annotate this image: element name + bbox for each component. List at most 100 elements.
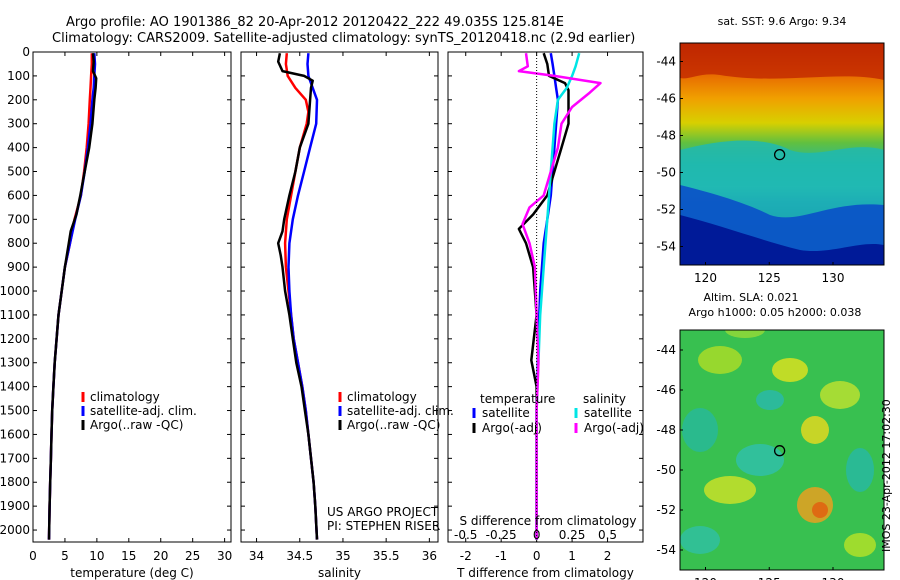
series-line-climatology: [47, 53, 94, 540]
profile-panel-salinity: 34 34.5 35 35.5 36 salinity: [240, 51, 439, 580]
sla-anomaly: [820, 381, 860, 409]
map-x-tick-label: 120: [694, 271, 717, 285]
argo-float-marker: [773, 148, 786, 161]
top-tick-label: 0: [533, 528, 541, 542]
map-title: Altim. SLA: 0.021: [703, 291, 798, 304]
x-tick-label: 30: [217, 549, 232, 563]
series-line-salinity-argo-adj-: [517, 53, 602, 540]
map-title: sat. SST: 9.6 Argo: 9.34: [718, 15, 847, 28]
sla-anomaly: [772, 358, 808, 382]
y-tick-label: 1100: [0, 308, 30, 322]
map-y-tick-label: -52: [656, 503, 676, 517]
x-tick-label: 35.5: [373, 549, 400, 563]
legend-label: Argo(-adj): [482, 421, 542, 435]
y-tick-label: 100: [7, 69, 30, 83]
x-tick-label: 1: [568, 549, 576, 563]
x-axis-label: T difference from climatology: [456, 566, 634, 580]
panel-frame: [32, 51, 232, 543]
sla-anomaly: [698, 346, 742, 374]
x-tick-label: 36: [422, 549, 437, 563]
argo-float-marker: [773, 445, 786, 457]
x-axis-label: temperature (deg C): [70, 566, 193, 580]
x-tick-label: 34: [249, 549, 264, 563]
legend-heading: temperature: [480, 392, 555, 406]
y-tick-label: 300: [7, 117, 30, 131]
map-y-tick-label: -48: [656, 423, 676, 437]
legend-label: satellite-adj. clim.: [90, 404, 197, 418]
sla-anomaly: [682, 408, 718, 452]
y-tick-label: 1400: [0, 380, 30, 394]
legend-label: satellite: [482, 406, 530, 420]
x-tick-label: 2: [604, 549, 612, 563]
x-tick-label: -1: [495, 549, 507, 563]
y-tick-label: 200: [7, 93, 30, 107]
y-tick-label: 1900: [0, 499, 30, 513]
y-tick-label: 900: [7, 260, 30, 274]
project-annotation: US ARGO PROJECT: [327, 505, 439, 519]
top-tick-label: 0.25: [559, 528, 586, 542]
sla-anomaly: [801, 416, 829, 444]
profile-panel-difference: -2 -1 0 1 2 T difference from climatology: [447, 51, 644, 580]
panel-frame: [240, 51, 439, 543]
x-tick-label: 34.5: [286, 549, 313, 563]
map-y-tick-label: -44: [656, 343, 676, 357]
series-line-argo-raw-qc-: [47, 53, 98, 540]
map-field: [680, 330, 884, 570]
y-tick-label: 500: [7, 165, 30, 179]
x-tick-label: 35: [335, 549, 350, 563]
y-tick-label: 1000: [0, 284, 30, 298]
sst-coldest: [680, 215, 884, 265]
y-tick-label: 2000: [0, 523, 30, 537]
legend-label: climatology: [347, 390, 417, 404]
x-tick-label: 0: [533, 549, 541, 563]
y-tick-label: 400: [7, 141, 30, 155]
x-tick-label: 15: [121, 549, 136, 563]
top-tick-label: -0.25: [486, 528, 517, 542]
x-axis-label: salinity: [318, 566, 361, 580]
legend-label: satellite: [584, 406, 632, 420]
map-y-tick-label: -44: [656, 55, 676, 69]
x-tick-label: 25: [185, 549, 200, 563]
profile-title: Argo profile: AO 1901386_82 20-Apr-2012 …: [66, 15, 564, 30]
top-axis-label: S difference from climatology: [460, 514, 637, 528]
map-x-tick-label: 130: [822, 271, 845, 285]
imos-timestamp: IMOS 23-Apr-2012 17:02:30: [880, 399, 893, 552]
legend-label: Argo(..raw -QC): [90, 418, 183, 432]
y-tick-label: 0: [22, 45, 30, 59]
y-tick-label: 1600: [0, 427, 30, 441]
map-y-tick-label: -50: [656, 463, 676, 477]
series-line-salinity-satellite: [535, 52, 581, 540]
profile-panel-temperature: 0100200300400500600700800900100011001200…: [0, 45, 232, 580]
map-frame: [679, 42, 885, 266]
x-tick-label: 20: [153, 549, 168, 563]
map-x-tick-label: 120: [694, 576, 717, 580]
sla-anomaly: [756, 390, 784, 410]
sla-anomaly: [680, 526, 720, 554]
map-y-tick-label: -52: [656, 203, 676, 217]
map-title: Argo h1000: 0.05 h2000: 0.038: [689, 306, 862, 319]
map-y-tick-label: -50: [656, 166, 676, 180]
map-field: [680, 43, 884, 265]
x-tick-label: -2: [460, 549, 472, 563]
y-tick-label: 1800: [0, 475, 30, 489]
map-y-tick-label: -46: [656, 92, 676, 106]
legend-label: Argo(..raw -QC): [347, 418, 440, 432]
map-y-tick-label: -54: [656, 543, 676, 557]
map-y-tick-label: -48: [656, 129, 676, 143]
y-tick-label: 1300: [0, 356, 30, 370]
map-y-tick-label: -46: [656, 383, 676, 397]
y-tick-label: 1700: [0, 451, 30, 465]
x-tick-label: 0: [29, 549, 37, 563]
sla-anomaly: [846, 448, 874, 492]
sla-anomaly: [725, 330, 765, 338]
climatology-subtitle: Climatology: CARS2009. Satellite-adjuste…: [52, 31, 636, 46]
sla-anomaly: [736, 444, 784, 476]
sst-warm: [680, 43, 884, 80]
x-tick-label: 10: [89, 549, 104, 563]
top-tick-label: 0.5: [598, 528, 617, 542]
project-annotation: PI: STEPHEN RISER: [327, 519, 440, 533]
y-tick-label: 600: [7, 188, 30, 202]
map-x-tick-label: 125: [758, 271, 781, 285]
